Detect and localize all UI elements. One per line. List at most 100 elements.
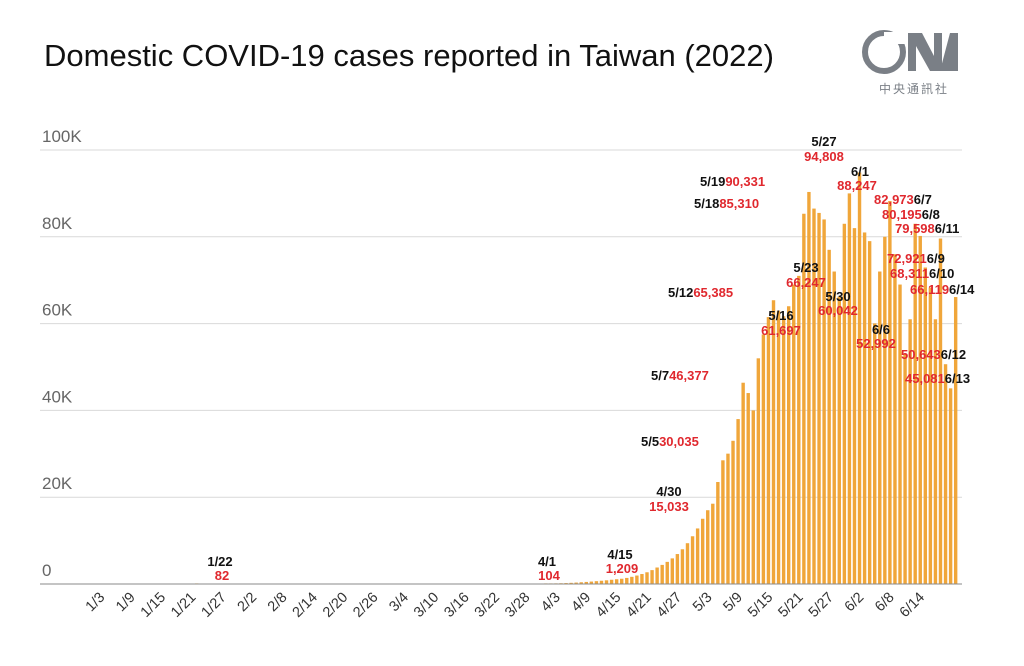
- bar: [938, 238, 943, 585]
- annotation-value: 45,081: [905, 371, 945, 386]
- annotation-date: 6/10: [929, 266, 954, 281]
- annotation-label: 66,1196/14: [910, 282, 975, 297]
- bar: [817, 212, 821, 584]
- x-tick-label: 2/20: [320, 590, 351, 621]
- annotation-date: 6/1: [851, 164, 869, 179]
- annotation-value: 88,247: [837, 178, 877, 193]
- bar: [923, 267, 928, 584]
- annotation-value: 72,921: [887, 251, 927, 266]
- annotation-value: 66,247: [786, 275, 826, 290]
- x-tick-label: 5/9: [720, 590, 746, 616]
- bar: [695, 528, 700, 584]
- annotation-value: 82,973: [874, 192, 914, 207]
- bar: [766, 317, 771, 584]
- x-tick-label: 1/3: [83, 590, 109, 616]
- bar: [711, 503, 715, 584]
- x-tick-label: 6/2: [842, 590, 868, 616]
- x-tick-label: 2/8: [265, 590, 291, 616]
- annotation-label: 5/530,035: [641, 434, 699, 449]
- bar: [857, 172, 862, 584]
- annotation-date: 6/7: [914, 192, 932, 207]
- annotation-date: 6/13: [945, 371, 970, 386]
- cna-logo-icon: [862, 30, 958, 74]
- annotation-date: 5/16: [768, 308, 793, 323]
- bar: [655, 567, 659, 584]
- bar: [599, 580, 604, 584]
- bar: [893, 254, 897, 584]
- x-tick-label: 5/3: [690, 590, 716, 616]
- bar: [584, 581, 588, 584]
- bar: [761, 334, 766, 584]
- annotation-label: 5/1265,385: [668, 285, 733, 300]
- bar: [741, 382, 745, 584]
- x-tick-label: 4/15: [593, 590, 624, 621]
- bar: [873, 323, 877, 584]
- bar: [867, 241, 872, 584]
- y-tick-label: 0: [42, 561, 51, 580]
- annotation-date: 5/23: [793, 260, 818, 275]
- annotation-value: 104: [538, 568, 560, 583]
- annotation-date: 1/22: [207, 554, 232, 569]
- x-tick-label: 5/15: [745, 590, 776, 621]
- bar: [933, 319, 938, 584]
- bar: [660, 564, 664, 584]
- bar: [928, 287, 933, 584]
- bar: [878, 271, 882, 584]
- bar: [786, 306, 791, 584]
- bar: [908, 319, 912, 584]
- bar: [625, 577, 629, 584]
- x-tick-label: 3/4: [386, 590, 412, 616]
- annotation-date: 6/6: [872, 322, 890, 337]
- bar: [579, 582, 583, 584]
- x-tick-label: 4/27: [654, 590, 685, 621]
- bar: [837, 296, 841, 584]
- y-tick-label: 100K: [42, 127, 82, 146]
- y-axis-ticks: 0 20K 40K 60K 80K 100K: [42, 127, 82, 580]
- annotation-date: 5/5: [641, 434, 659, 449]
- bar: [797, 275, 801, 584]
- annotation-label: 80,1956/8: [882, 207, 940, 222]
- annotation-value: 80,195: [882, 207, 922, 222]
- bar: [706, 510, 710, 584]
- bar: [670, 558, 675, 584]
- annotation-date: 5/27: [811, 134, 836, 149]
- x-tick-label: 1/15: [138, 590, 169, 621]
- annotation-value: 94,808: [804, 149, 844, 164]
- bar: [883, 236, 887, 585]
- annotation-value: 52,992: [856, 336, 896, 351]
- bar: [594, 581, 599, 584]
- bar: [832, 271, 836, 584]
- bar: [716, 482, 720, 584]
- bar: [665, 561, 669, 584]
- annotation-value: 15,033: [649, 499, 689, 514]
- annotation-value: 46,377: [669, 368, 709, 383]
- x-tick-label: 5/21: [775, 590, 806, 621]
- annotation-date: 5/12: [668, 285, 693, 300]
- x-tick-label: 4/21: [624, 590, 655, 621]
- annotation-value: 61,697: [761, 323, 801, 338]
- bar: [802, 213, 806, 584]
- bar: [888, 201, 892, 584]
- bar: [756, 358, 761, 584]
- annotation-label: 72,9216/9: [887, 251, 945, 266]
- bar: [589, 581, 594, 584]
- annotation-label: 5/1885,310: [694, 196, 759, 211]
- bar: [943, 364, 948, 584]
- bar: [807, 191, 811, 584]
- annotation-label: 68,3116/10: [890, 266, 954, 281]
- bar: [650, 570, 654, 584]
- bar: [614, 579, 619, 584]
- annotation-date: 4/30: [656, 484, 681, 499]
- bar: [609, 579, 614, 584]
- x-tick-label: 3/10: [411, 590, 442, 621]
- bar: [847, 193, 852, 584]
- bar: [792, 284, 796, 584]
- annotation-date: 6/14: [949, 282, 975, 297]
- bar: [776, 310, 781, 584]
- chart-title: Domestic COVID-19 cases reported in Taiw…: [44, 38, 774, 73]
- bar: [620, 578, 624, 584]
- annotation-value: 90,331: [725, 174, 765, 189]
- annotation-value: 82: [215, 568, 229, 583]
